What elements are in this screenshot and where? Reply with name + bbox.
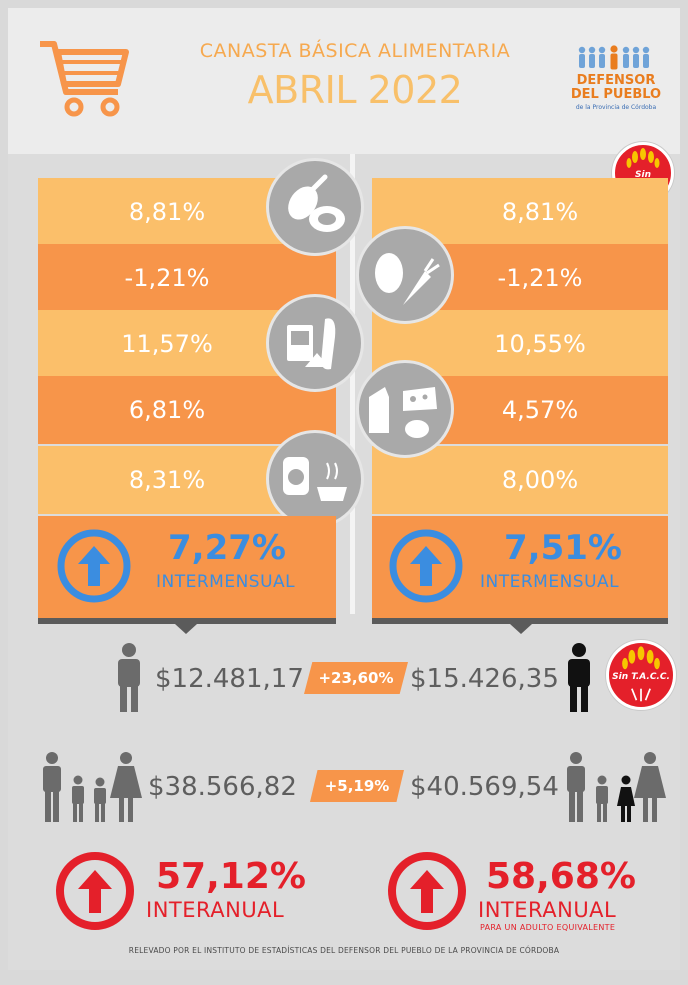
- sin-tacc-label: Sin T.A.C.C.: [612, 672, 670, 682]
- right-annual-label: INTERANUAL: [478, 898, 617, 922]
- footer-note: RELEVADO POR EL INSTITUTO DE ESTADÍSTICA…: [128, 946, 560, 955]
- left-pointer: [175, 624, 197, 634]
- left-row-vegetables: -1,21%: [38, 244, 336, 312]
- people-logo-icon: [578, 45, 650, 70]
- wheat-icon: [622, 646, 660, 702]
- left-row-dairy: 6,81%: [38, 376, 336, 444]
- arrow-up-icon: [56, 852, 134, 930]
- jam-tea-icon: [266, 430, 364, 528]
- left-row-value: 11,57%: [121, 330, 213, 358]
- arrow-up-icon: [57, 529, 131, 603]
- adult-icon: [568, 643, 590, 712]
- defensor-logo: DEFENSOR DEL PUEBLO de la Provincia de C…: [560, 44, 676, 122]
- right-row-value: 8,81%: [501, 198, 579, 226]
- right-adult-value: $15.426,35: [410, 664, 559, 694]
- grains-bread-icon: [266, 294, 364, 392]
- right-family-value: $40.569,54: [410, 772, 559, 802]
- right-summary-pct: 7,51%: [504, 528, 622, 568]
- arrow-up-icon: [389, 529, 463, 603]
- cart-icon: [40, 41, 129, 117]
- meat-icon: [266, 158, 364, 256]
- right-row-other: 8,00%: [372, 446, 668, 514]
- adult-diff-badge: +23,60%: [304, 662, 408, 694]
- right-row-value: 4,57%: [501, 396, 579, 424]
- left-summary-label: INTERMENSUAL: [156, 572, 296, 592]
- right-pointer: [510, 624, 532, 634]
- family-icon: [43, 752, 142, 822]
- arrow-up-icon: [388, 852, 466, 930]
- right-row-value: 10,55%: [494, 330, 586, 358]
- left-annual-label: INTERANUAL: [146, 898, 285, 922]
- right-annual-sub: PARA UN ADULTO EQUIVALENTE: [480, 923, 616, 932]
- page-period: ABRIL 2022: [247, 68, 463, 112]
- vegetables-icon: [356, 226, 454, 324]
- left-annual-pct: 57,12%: [156, 856, 306, 897]
- column-divider: [350, 154, 355, 614]
- right-row-value: -1,21%: [497, 264, 583, 292]
- left-row-value: 6,81%: [128, 396, 206, 424]
- left-row-value: 8,31%: [128, 466, 206, 494]
- right-summary-label: INTERMENSUAL: [480, 572, 620, 592]
- left-row-value: -1,21%: [124, 264, 210, 292]
- left-row-value: 8,81%: [128, 198, 206, 226]
- right-shelf: [372, 618, 668, 624]
- right-row-meat: 8,81%: [372, 178, 668, 246]
- right-row-value: 8,00%: [501, 466, 579, 494]
- family-diff-badge: +5,19%: [310, 770, 404, 802]
- logo-line3: de la Provincia de Córdoba: [575, 104, 657, 111]
- left-family-value: $38.566,82: [148, 772, 297, 802]
- left-adult-value: $12.481,17: [155, 664, 304, 694]
- right-annual-pct: 58,68%: [486, 856, 636, 897]
- page-title: CANASTA BÁSICA ALIMENTARIA: [199, 40, 511, 62]
- logo-line2: DEL PUEBLO: [570, 87, 662, 102]
- adult-icon: [118, 643, 140, 712]
- dairy-icon: [356, 360, 454, 458]
- left-shelf: [38, 618, 336, 624]
- left-summary-pct: 7,27%: [168, 528, 286, 568]
- logo-line1: DEFENSOR: [576, 73, 656, 88]
- sin-tacc-badge: Sin T.A.C.C.: [606, 640, 676, 710]
- family-icon: [567, 752, 666, 822]
